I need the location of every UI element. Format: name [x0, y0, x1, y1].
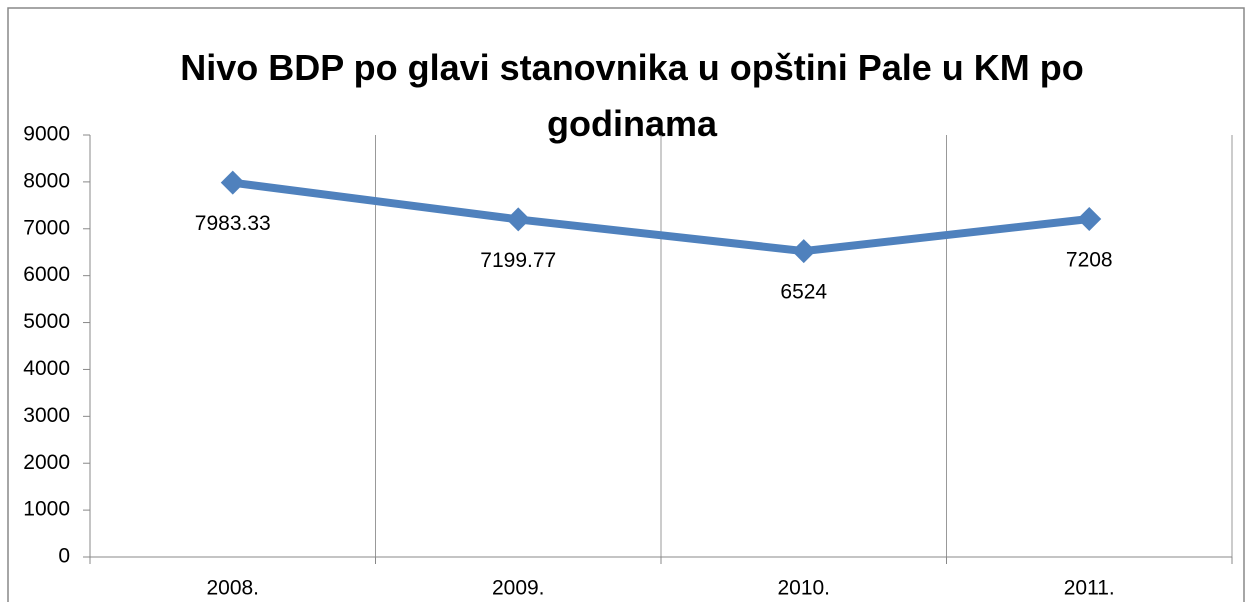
y-tick-label: 9000: [23, 123, 70, 146]
series-line: [232, 178, 1090, 256]
x-tick-label: 2008.: [206, 577, 259, 600]
data-label: 7208: [1066, 249, 1113, 272]
y-tick-label: 4000: [23, 357, 70, 380]
y-tick-label: 0: [58, 545, 70, 568]
y-tick-label: 3000: [23, 404, 70, 427]
chart-border: [7, 7, 1245, 602]
x-tick-label: 2010.: [777, 577, 830, 600]
y-tick-label: 6000: [23, 263, 70, 286]
chart-title: Nivo BDP po glavi stanovnika u opštini P…: [180, 47, 1083, 144]
data-point: [506, 207, 531, 232]
data-point: [1077, 207, 1102, 232]
data-label: 7983.33: [195, 212, 271, 235]
y-tick-label: 8000: [23, 169, 70, 192]
x-tick-label: 2009.: [492, 577, 545, 600]
data-label: 7199.77: [480, 249, 556, 272]
y-tick-label: 1000: [23, 498, 70, 521]
data-point: [791, 239, 816, 264]
data-label: 6524: [780, 281, 827, 304]
y-tick-label: 7000: [23, 216, 70, 239]
data-point: [220, 170, 245, 195]
y-tick-label: 5000: [23, 310, 70, 333]
y-tick-label: 2000: [23, 451, 70, 474]
x-tick-label: 2011.: [1064, 577, 1115, 600]
